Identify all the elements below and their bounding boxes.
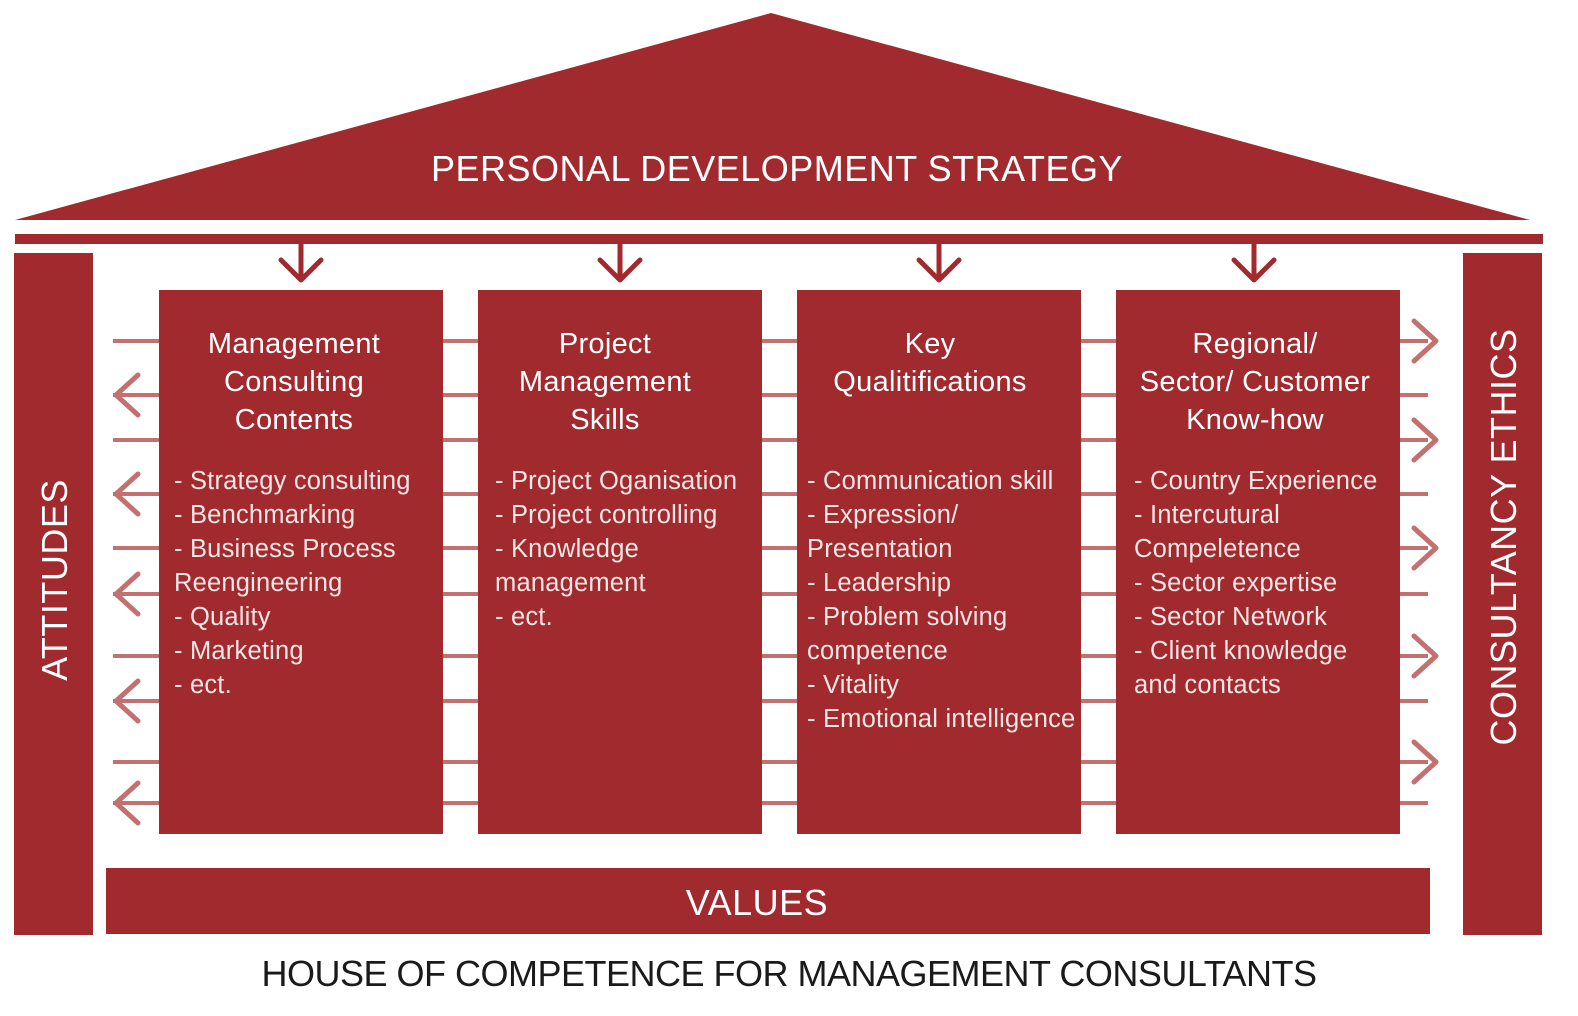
pillar-title-line: Qualitifications: [833, 366, 1026, 398]
pillar-title-line: Consulting: [224, 366, 364, 398]
pillar-item-line: - Client knowledge: [1134, 637, 1347, 665]
diagram-caption: HOUSE OF COMPETENCE FOR MANAGEMENT CONSU…: [261, 953, 1317, 994]
pillar-item-line: Compeletence: [1134, 535, 1301, 563]
right-arrowhead: [1411, 633, 1439, 679]
pillar-item-line: - Marketing: [174, 637, 304, 665]
pillar-item-line: Reengineering: [174, 569, 342, 597]
roof-shape: [15, 13, 1530, 220]
down-arrow-head: [916, 257, 962, 283]
pillar-item-line: - Sector Network: [1134, 603, 1327, 631]
pillar-item-line: - Intercutural: [1134, 501, 1280, 529]
pillar: Key Qualitifications - Communication skill…: [797, 290, 1081, 834]
pillar-item-line: - Knowledge: [495, 535, 639, 563]
left-arrowhead: [113, 372, 141, 418]
pillar-item-line: - Emotional intelligence: [807, 705, 1075, 733]
right-arrowhead: [1411, 739, 1439, 785]
right-arrowhead: [1411, 417, 1439, 463]
pillar-title-line: Contents: [235, 404, 353, 436]
right-arrowhead: [1411, 525, 1439, 571]
roof-label: PERSONAL DEVELOPMENT STRATEGY: [431, 148, 1123, 189]
down-arrow-head: [278, 257, 324, 283]
pillar-item-line: - Benchmarking: [174, 501, 355, 529]
pillar-item-line: - Expression/: [807, 501, 959, 529]
pillar-item-line: - Quality: [174, 603, 271, 631]
pillar-item-line: - Vitality: [807, 671, 899, 699]
attitudes-label: ATTITUDES: [34, 479, 75, 681]
attitudes-column: [14, 253, 93, 935]
down-arrows: [278, 244, 1277, 283]
values-label: VALUES: [686, 882, 828, 923]
pillar-box: [159, 290, 443, 834]
pillar-title-line: Know-how: [1186, 404, 1325, 436]
down-arrow-head: [1231, 257, 1277, 283]
pillar-item-line: - Problem solving: [807, 603, 1007, 631]
pillar-item-line: - ect.: [174, 671, 232, 699]
down-arrow-head: [597, 257, 643, 283]
pillar-title-line: Management: [519, 366, 691, 398]
pillar-title-line: Management: [208, 328, 380, 360]
pillar-title-line: Regional/: [1192, 328, 1318, 360]
consultancy-ethics-column: [1463, 253, 1542, 935]
pillar-item-line: - Communication skill: [807, 467, 1054, 495]
right-arrowhead: [1411, 318, 1439, 364]
pillar-item-line: - Project controlling: [495, 501, 717, 529]
pillar-item-line: - Sector expertise: [1134, 569, 1337, 597]
pillar-item-line: and contacts: [1134, 671, 1281, 699]
pillar-item-line: - ect.: [495, 603, 553, 631]
pillar-box: [797, 290, 1081, 834]
pillar-item-line: - Country Experience: [1134, 467, 1378, 495]
pillar: Regional/Sector/ Customer Know-how - Count…: [1116, 290, 1400, 834]
pillar-item-line: Presentation: [807, 535, 953, 563]
pillar: Project Management Skills - Project Oganisa…: [478, 290, 762, 834]
pillar-item-line: - Business Process: [174, 535, 396, 563]
pillar-title-line: Key: [905, 328, 956, 360]
pillars: Management Consulting Contents - Strategy c…: [159, 290, 1400, 834]
pillar-item-line: competence: [807, 637, 948, 665]
pillar-item-line: - Strategy consulting: [174, 467, 411, 495]
roof-beam: [15, 234, 1543, 244]
values-foundation: [106, 868, 1430, 934]
pillar-title-line: Skills: [570, 404, 639, 436]
pillar-box: [478, 290, 762, 834]
left-arrowhead: [113, 471, 141, 517]
consultancy-ethics-label: CONSULTANCY ETHICS: [1483, 328, 1524, 745]
pillar-item-line: - Leadership: [807, 569, 951, 597]
pillar-title-line: Project: [559, 328, 651, 360]
left-arrowhead: [113, 780, 141, 826]
pillar: Management Consulting Contents - Strategy c…: [159, 290, 443, 834]
pillar-box: [1116, 290, 1400, 834]
pillar-title-line: Sector/ Customer: [1140, 366, 1370, 398]
pillar-item-line: management: [495, 569, 646, 597]
left-arrowhead: [113, 571, 141, 617]
pillar-item-line: - Project Oganisation: [495, 467, 737, 495]
left-arrowhead: [113, 678, 141, 724]
